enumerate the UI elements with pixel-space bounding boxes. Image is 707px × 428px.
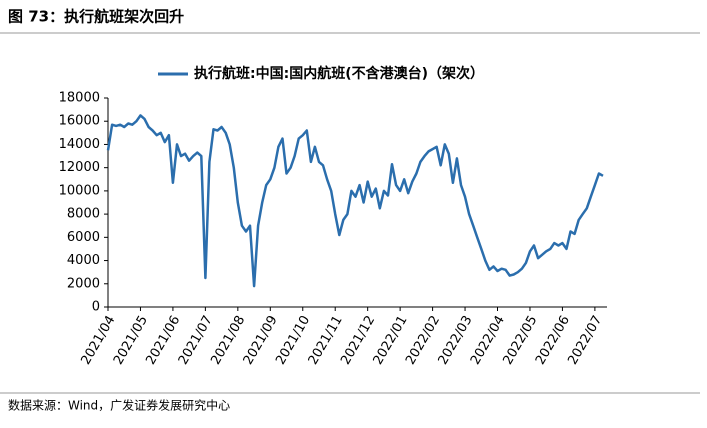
- series-line: [106, 114, 604, 288]
- legend-label: 执行航班:中国:国内航班(不含港澳台)（架次）: [194, 65, 484, 82]
- y-tick-label: 10000: [59, 183, 100, 198]
- y-tick-label: 16000: [59, 114, 100, 129]
- y-tick-label: 14000: [59, 137, 100, 152]
- y-tick-label: 0: [92, 300, 100, 315]
- page-title: 图 73：执行航班架次回升: [8, 8, 184, 26]
- y-tick-label: 12000: [59, 160, 100, 175]
- source-note: 数据来源：Wind，广发证券发展研究中心: [8, 398, 230, 413]
- y-tick-label: 2000: [67, 276, 100, 291]
- y-tick-label: 8000: [67, 207, 100, 222]
- y-tick-label: 6000: [67, 230, 100, 245]
- y-tick-label: 18000: [59, 91, 100, 106]
- y-tick-label: 4000: [67, 253, 100, 268]
